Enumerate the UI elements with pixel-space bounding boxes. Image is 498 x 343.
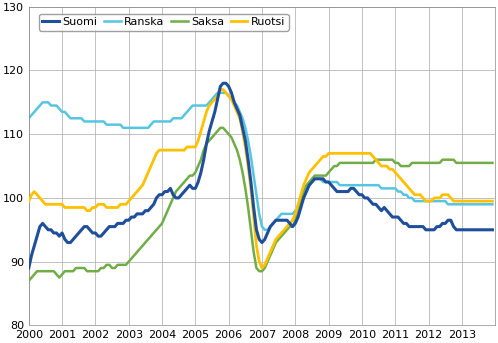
Saksa	[217, 126, 223, 130]
Suomi	[490, 228, 496, 232]
Suomi	[184, 186, 190, 190]
Saksa	[184, 177, 190, 181]
Ranska	[26, 116, 32, 120]
Ranska	[109, 122, 115, 127]
Suomi	[109, 225, 115, 229]
Ranska	[400, 193, 406, 197]
Ranska	[295, 205, 301, 210]
Ranska	[303, 186, 309, 190]
Ruotsi	[217, 87, 223, 92]
Ruotsi	[490, 199, 496, 203]
Ranska	[262, 228, 268, 232]
Ruotsi	[184, 145, 190, 149]
Line: Ruotsi: Ruotsi	[29, 90, 493, 268]
Suomi	[220, 81, 226, 85]
Saksa	[159, 221, 165, 225]
Saksa	[109, 266, 115, 270]
Ranska	[490, 202, 496, 206]
Suomi	[159, 193, 165, 197]
Ruotsi	[109, 205, 115, 210]
Saksa	[301, 189, 307, 193]
Line: Saksa: Saksa	[29, 128, 493, 281]
Suomi	[398, 218, 404, 222]
Saksa	[26, 279, 32, 283]
Saksa	[398, 164, 404, 168]
Ranska	[159, 119, 165, 123]
Ruotsi	[303, 177, 309, 181]
Ranska	[184, 110, 190, 114]
Legend: Suomi, Ranska, Saksa, Ruotsi: Suomi, Ranska, Saksa, Ruotsi	[39, 14, 288, 31]
Ranska	[215, 91, 221, 95]
Ruotsi	[400, 180, 406, 184]
Suomi	[292, 221, 298, 225]
Ruotsi	[26, 199, 32, 203]
Suomi	[26, 266, 32, 270]
Ruotsi	[295, 202, 301, 206]
Ruotsi	[159, 148, 165, 152]
Line: Ranska: Ranska	[29, 93, 493, 230]
Line: Suomi: Suomi	[29, 83, 493, 268]
Saksa	[490, 161, 496, 165]
Saksa	[292, 218, 298, 222]
Ruotsi	[259, 266, 265, 270]
Suomi	[301, 196, 307, 200]
